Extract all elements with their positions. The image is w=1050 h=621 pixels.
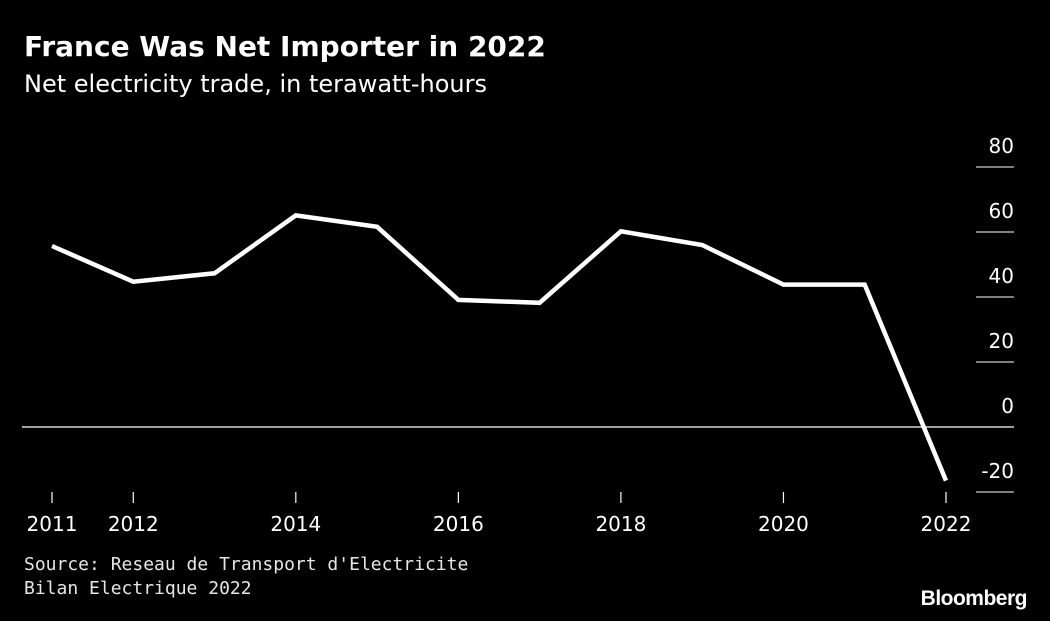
source-line-2: Bilan Electrique 2022 xyxy=(24,578,252,599)
x-tick-label: 2011 xyxy=(27,512,78,536)
y-tick-label: -20 xyxy=(981,459,1014,483)
y-tick-label: 80 xyxy=(989,134,1014,158)
source-line-1: Source: Reseau de Transport d'Electricit… xyxy=(24,554,469,575)
x-tick-label: 2016 xyxy=(433,512,484,536)
y-tick-label: 40 xyxy=(989,264,1014,288)
y-tick-label: 0 xyxy=(1001,394,1014,418)
x-tick-label: 2012 xyxy=(108,512,159,536)
x-axis: 2011 2012 2014 2016 2018 2020 2022 xyxy=(27,492,972,536)
y-tick-label: 20 xyxy=(989,329,1014,353)
series-layer xyxy=(51,213,949,482)
x-tick-label: 2014 xyxy=(270,512,321,536)
y-tick-label: 60 xyxy=(989,199,1014,223)
y-axis: 80 60 40 20 0 -20 xyxy=(976,134,1014,493)
chart-title: France Was Net Importer in 2022 xyxy=(24,30,546,63)
x-tick-label: 2018 xyxy=(595,512,646,536)
series-line xyxy=(51,213,949,482)
source-note: Source: Reseau de Transport d'Electricit… xyxy=(24,553,468,601)
x-tick-label: 2022 xyxy=(921,512,972,536)
x-tick-label: 2020 xyxy=(758,512,809,536)
chart-subtitle: Net electricity trade, in terawatt-hours xyxy=(24,70,487,98)
bloomberg-logo: Bloomberg xyxy=(920,587,1028,610)
